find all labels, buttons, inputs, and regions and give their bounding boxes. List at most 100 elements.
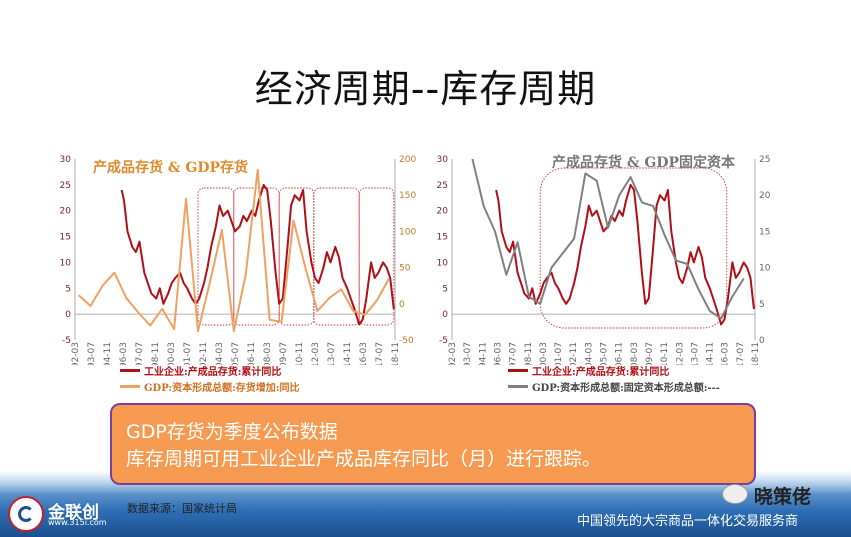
wechat-name: 晓策佬 [754,486,812,508]
x-tick-label: 2014-11 [706,342,716,365]
chart-title: 产成品存货 & GDP固定资本 [552,154,736,171]
x-tick-label: 2006-11 [247,342,257,365]
highlight-period-4 [313,187,360,326]
legend-swatch [508,384,528,388]
y-left-tick-label: 15 [437,233,448,243]
x-tick-label: 2012-03 [311,342,321,365]
x-tick-label: 2000-03 [167,342,177,365]
y-right-tick-label: 200 [399,155,416,165]
x-tick-label: 2000-03 [539,342,549,365]
legend-label: GDP:资本形成总额:固定资本形成总额:--- [532,382,720,394]
x-tick-label: 2018-11 [391,342,401,365]
x-tick-label: 2001-07 [183,342,193,365]
x-tick-label: 1994-11 [478,342,488,365]
y-right-tick-label: 25 [759,155,770,165]
series-line-2 [471,158,745,320]
y-left-tick-label: 20 [437,207,449,217]
x-tick-label: 1994-11 [103,342,113,365]
logo-mark-icon [8,496,44,532]
y-right-tick-label: 50 [399,264,411,274]
x-tick-label: 2004-03 [215,342,225,365]
logo-url: www.315i.com [48,518,107,527]
y-right-tick-label: 100 [399,227,416,237]
y-right-tick-label: 0 [759,336,765,346]
y-left-tick-label: 0 [442,310,448,320]
x-tick-label: 2014-11 [343,342,353,365]
chart-title: 产成品存货 & GDP存货 [93,159,248,176]
note-box: GDP存货为季度公布数据 库存周期可用工业企业产成品库存同比（月）进行跟踪。 [110,403,756,485]
legend-swatch [120,368,140,372]
y-left-tick-label: 0 [65,310,71,320]
x-tick-label: 1997-07 [509,342,519,365]
x-tick-label: 2012-03 [675,342,685,365]
series-line-1 [120,183,395,326]
highlight-period-3 [278,187,315,326]
x-tick-label: 2016-03 [721,342,731,365]
x-tick-label: 2001-07 [554,342,564,365]
chart-inventory-gdp-fixed-capital: 30 25 20 15 10 5 0 -5 25 20 15 10 5 0 1992-03 1993-07 19… [437,154,771,365]
company-logo: 金联创 www.315i.com [8,496,138,534]
y-left-tick-label: 30 [437,155,449,165]
y-right-tick-label: 20 [759,191,771,201]
y-left-tick-label: 15 [60,233,71,243]
y-left-tick-label: -5 [439,336,448,346]
y-left-tick-label: 10 [60,258,72,268]
y-left-tick-label: -5 [62,336,71,346]
x-tick-label: 2013-07 [327,342,337,365]
series-line-2 [77,168,390,333]
y-left-tick-label: 10 [437,258,449,268]
x-tick-label: 2002-11 [199,342,209,365]
y-left-tick-label: 30 [60,155,72,165]
legend-label: 工业企业:产成品存货:累计同比 [144,366,282,378]
legend-item-gdp-inventory: GDP:资本形成总额:存货增加:同比 [120,378,299,394]
legend-left: 工业企业:产成品存货:累计同比 GDP:资本形成总额:存货增加:同比 [120,362,299,394]
logo-name: 金联创 [48,503,99,523]
y-right-tick-label: 10 [759,264,771,274]
y-left-tick-label: 25 [60,181,71,191]
highlight-period-2 [233,187,280,326]
y-right-tick-label: 150 [399,191,416,201]
series-line-1 [495,183,755,326]
x-tick-label: 2010-11 [660,342,670,365]
x-tick-label: 1998-11 [524,342,534,365]
x-tick-label: 2008-03 [263,342,273,365]
highlight-period-1 [539,167,728,329]
x-tick-label: 1997-07 [135,342,145,365]
x-tick-label: 2006-11 [615,342,625,365]
x-tick-label: 2002-11 [569,342,579,365]
slogan: 中国领先的大宗商品一体化交易服务商 [577,514,799,529]
slide-title: 经济周期--库存周期 [254,67,597,111]
x-tick-label: 1996-03 [493,342,503,365]
x-tick-label: 1996-03 [119,342,129,365]
x-tick-label: 2005-07 [600,342,610,365]
legend-item-industrial-inventory: 工业企业:产成品存货:累计同比 [508,362,720,378]
x-tick-label: 2017-07 [736,342,746,365]
y-right-tick-label: 5 [759,300,765,310]
y-left-tick-label: 20 [60,207,72,217]
x-tick-label: 1992-03 [71,342,81,365]
legend-swatch [120,384,140,388]
x-tick-label: 2004-03 [584,342,594,365]
x-tick-label: 2010-11 [295,342,305,365]
note-line-1: GDP存货为季度公布数据 [126,421,338,443]
legend-swatch [508,368,528,372]
y-right-tick-label: 0 [399,300,405,310]
y-left-tick-label: 25 [437,181,448,191]
legend-item-gdp-fixed-capital: GDP:资本形成总额:固定资本形成总额:--- [508,378,720,394]
x-tick-label: 1993-07 [463,342,473,365]
legend-item-industrial-inventory: 工业企业:产成品存货:累计同比 [120,362,299,378]
y-right-tick-label: 15 [759,227,770,237]
x-tick-label: 2017-07 [375,342,385,365]
x-tick-label: 2018-11 [751,342,761,365]
x-tick-label: 1998-11 [151,342,161,365]
x-tick-label: 1992-03 [448,342,458,365]
x-tick-label: 2005-07 [231,342,241,365]
x-tick-label: 1993-07 [87,342,97,365]
highlight-period-5 [358,187,395,326]
y-left-tick-label: 5 [65,284,71,294]
legend-label: GDP:资本形成总额:存货增加:同比 [144,382,300,394]
data-source: 数据来源：国家统计局 [127,502,237,515]
x-tick-label: 2013-07 [690,342,700,365]
x-tick-label: 2016-03 [359,342,369,365]
